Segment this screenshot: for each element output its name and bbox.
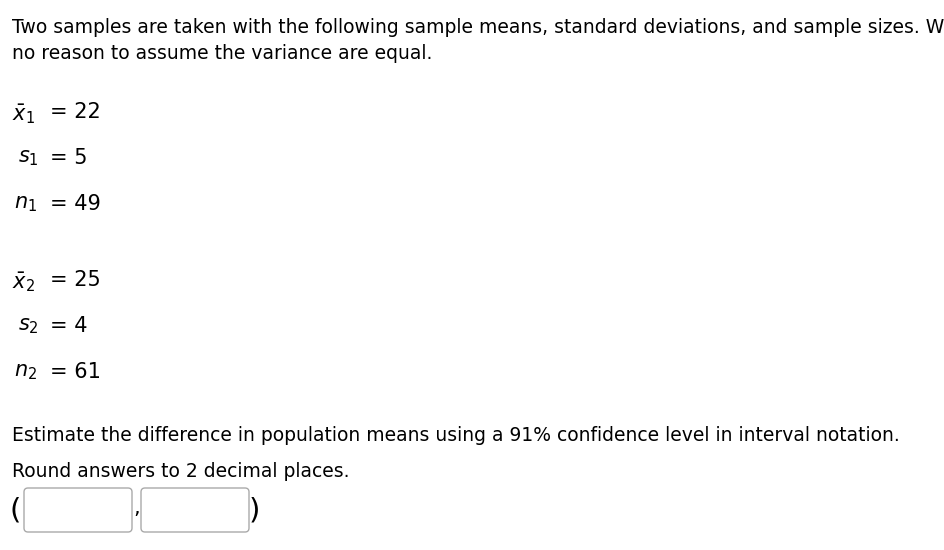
Text: Round answers to 2 decimal places.: Round answers to 2 decimal places. — [12, 462, 349, 481]
Text: $\bar{x}_2$: $\bar{x}_2$ — [12, 270, 35, 294]
Text: = 49: = 49 — [50, 194, 101, 214]
Text: $n_2$: $n_2$ — [14, 362, 37, 382]
Text: = 5: = 5 — [50, 148, 88, 168]
Text: $s_1$: $s_1$ — [18, 148, 39, 168]
Text: $n_1$: $n_1$ — [14, 194, 37, 214]
Text: $s_2$: $s_2$ — [18, 316, 39, 336]
Text: = 22: = 22 — [50, 102, 101, 122]
Text: ): ) — [249, 496, 261, 524]
FancyBboxPatch shape — [141, 488, 249, 532]
Text: = 25: = 25 — [50, 270, 101, 290]
Text: Two samples are taken with the following sample means, standard deviations, and : Two samples are taken with the following… — [12, 18, 944, 63]
Text: (: ( — [10, 496, 22, 524]
Text: $\bar{x}_1$: $\bar{x}_1$ — [12, 102, 35, 126]
Text: = 4: = 4 — [50, 316, 88, 336]
Text: = 61: = 61 — [50, 362, 101, 382]
FancyBboxPatch shape — [24, 488, 132, 532]
Text: ,: , — [133, 498, 140, 518]
Text: Estimate the difference in population means using a 91% confidence level in inte: Estimate the difference in population me… — [12, 426, 900, 445]
